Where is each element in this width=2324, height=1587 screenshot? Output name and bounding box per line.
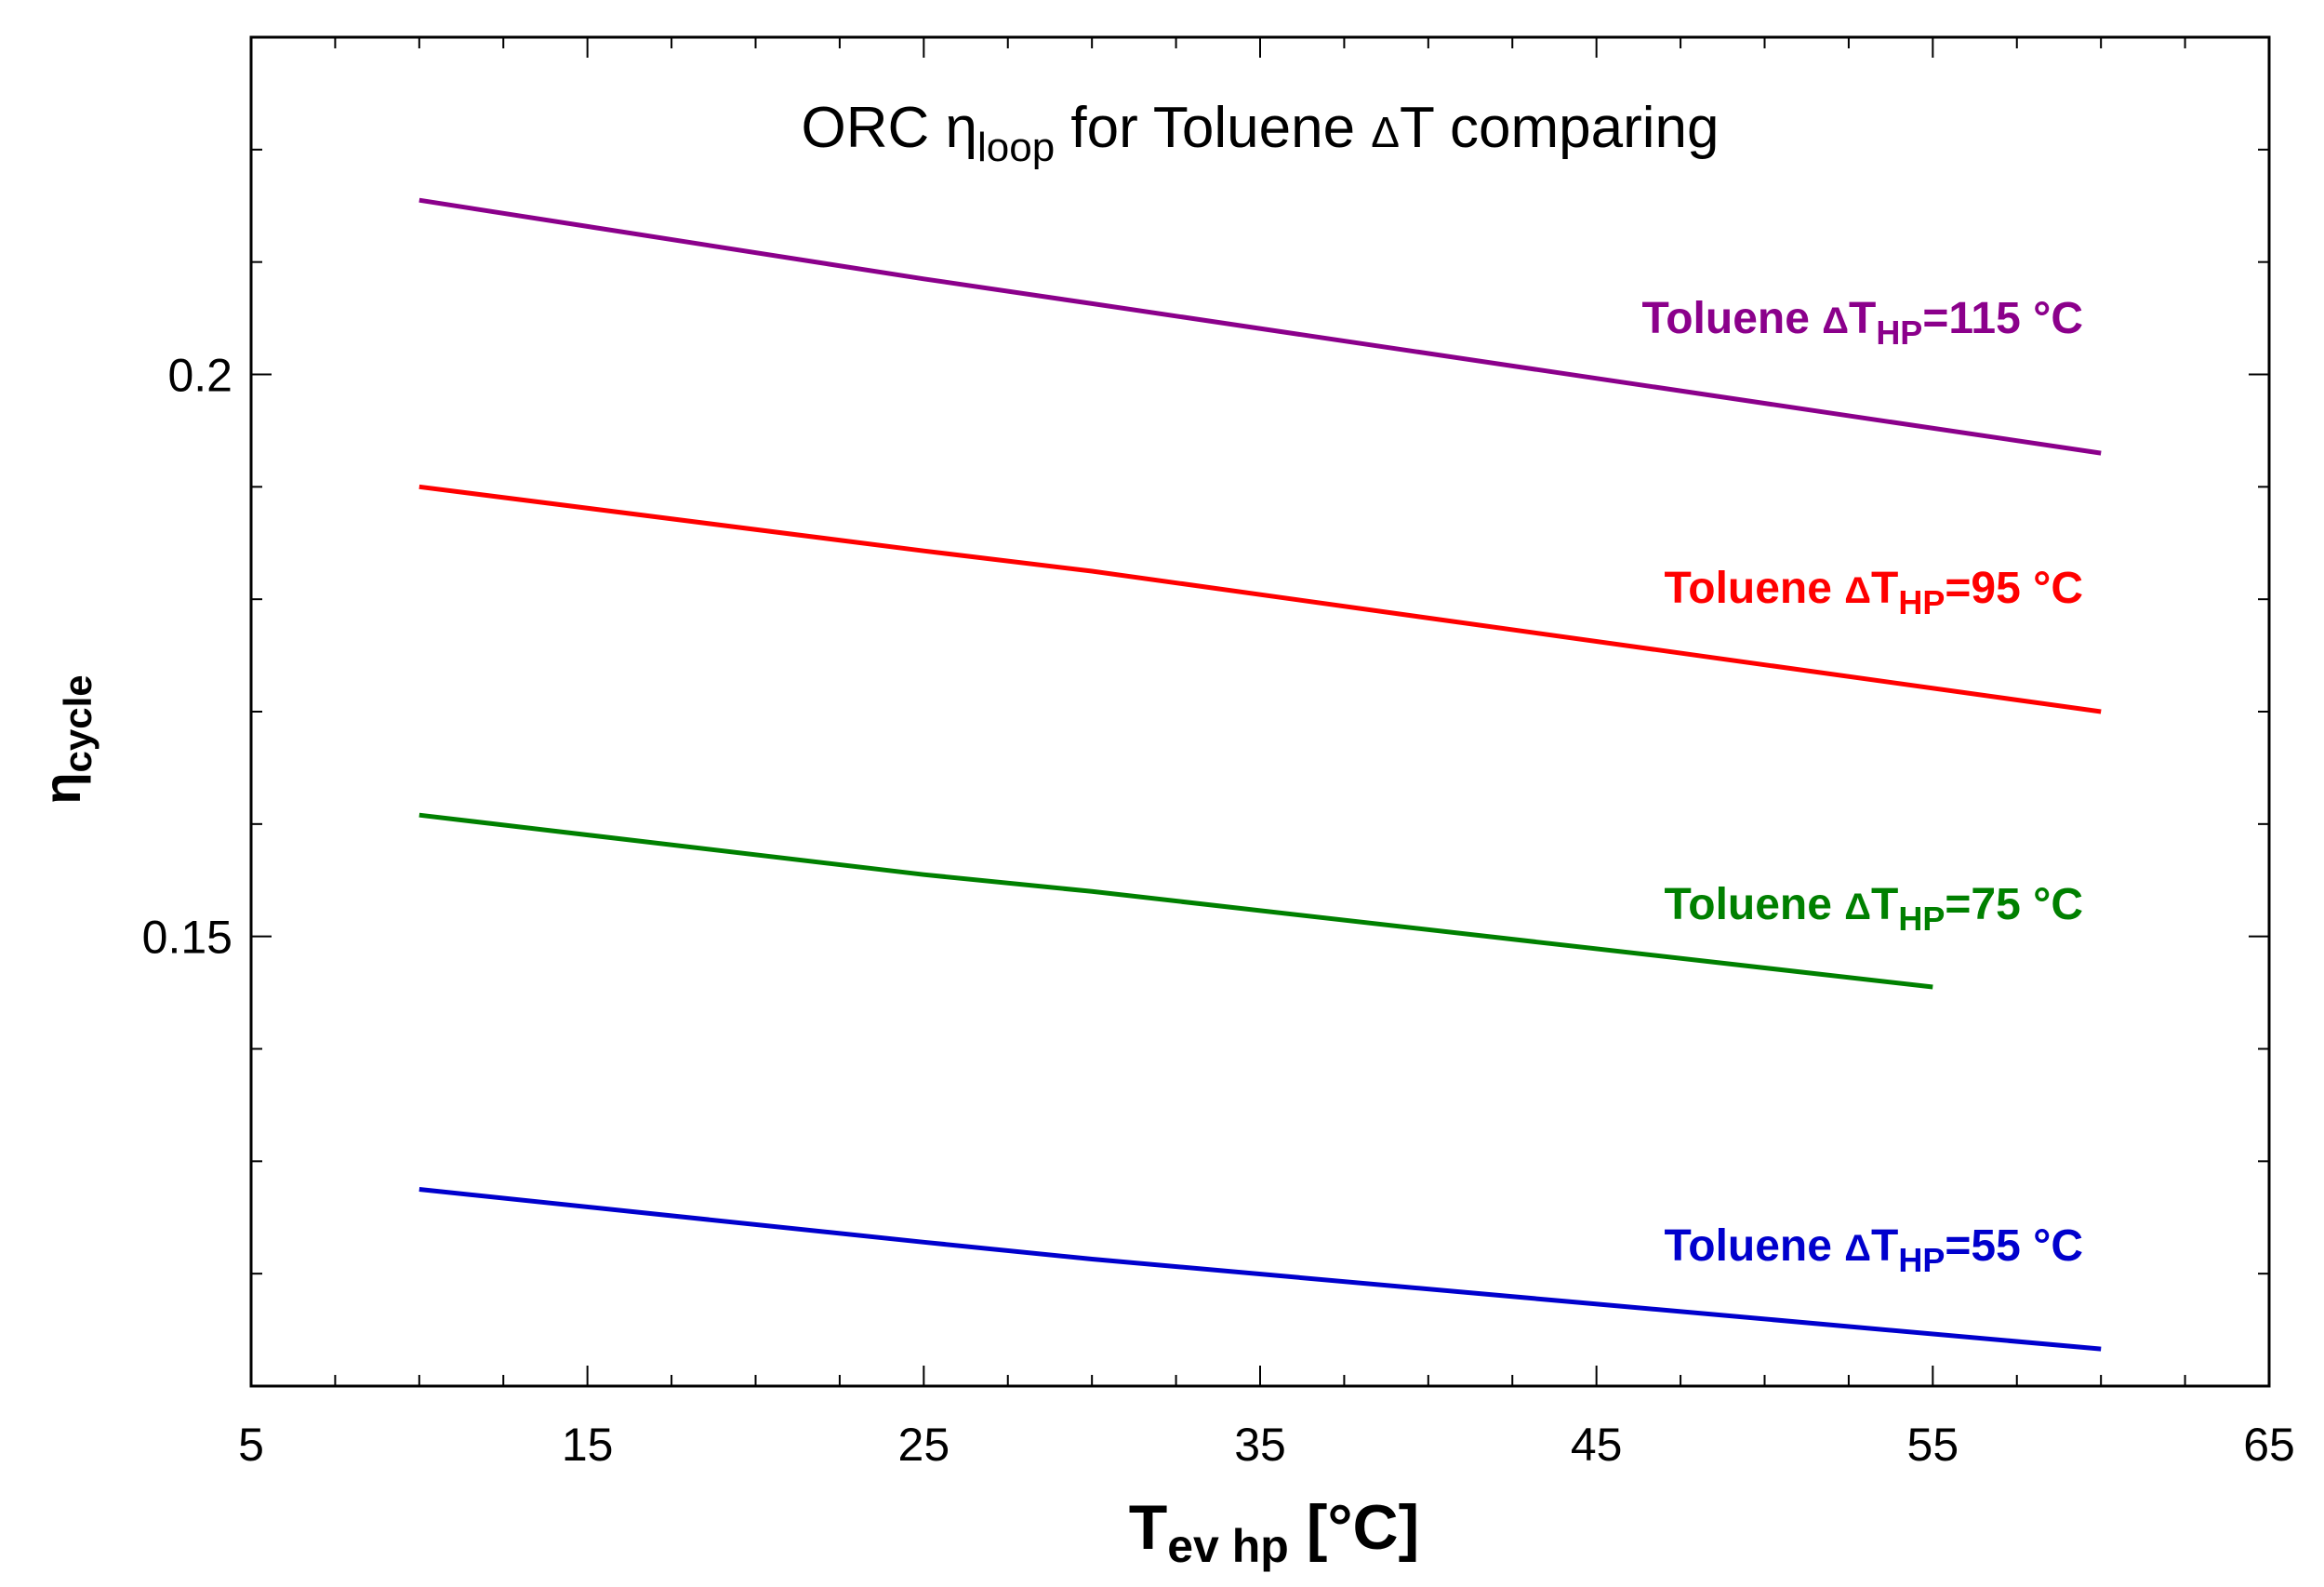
series-line-2 xyxy=(418,812,1933,990)
series-label-95: Toluene ΔTHP=95 °C xyxy=(1665,564,2084,621)
x-tick-label: 65 xyxy=(2243,1419,2295,1471)
chart-title: ORC ηloop for Toluene ΔT comparing xyxy=(802,96,1720,170)
y-tick-label: 0.15 xyxy=(142,912,232,964)
x-tick-label: 15 xyxy=(562,1419,614,1471)
series-line-0 xyxy=(418,197,2102,456)
series-layer xyxy=(418,197,2102,1352)
x-tick-label: 5 xyxy=(238,1419,264,1471)
x-tick-label: 35 xyxy=(1234,1419,1286,1471)
x-tick-label: 55 xyxy=(1907,1419,1959,1471)
series-label-115: Toluene ΔTHP=115 °C xyxy=(1641,294,2083,352)
x-tick-label: 45 xyxy=(1571,1419,1623,1471)
series-label-55: Toluene ΔTHP=55 °C xyxy=(1665,1221,2084,1279)
series-line-3 xyxy=(418,1187,2102,1352)
x-axis-title: Tev hp [°C] xyxy=(1129,1492,1420,1572)
x-tick-label: 25 xyxy=(898,1419,950,1471)
series-label-75: Toluene ΔTHP=75 °C xyxy=(1665,880,2084,938)
y-axis-title: ηcycle xyxy=(33,674,100,804)
ticks-layer: 5 15 25 35 45 55 65 0.15 0.2 xyxy=(142,37,2295,1471)
series-line-1 xyxy=(418,484,2102,714)
y-tick-label: 0.2 xyxy=(167,350,232,402)
